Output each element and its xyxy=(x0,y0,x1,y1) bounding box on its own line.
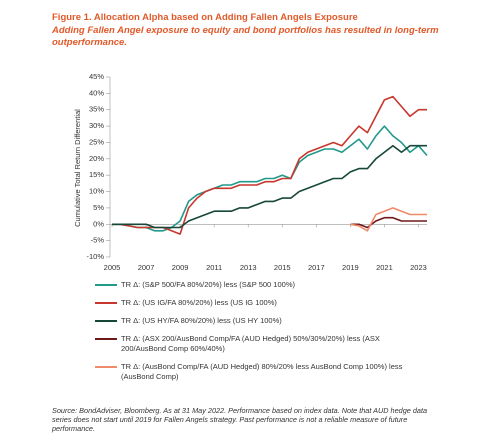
y-tick-label: 30% xyxy=(89,121,104,130)
legend-label: TR Δ: (ASX 200/AusBond Comp/FA (AUD Hedg… xyxy=(121,334,380,353)
legend-swatch xyxy=(95,366,117,368)
legend-label: TR Δ: (AusBond Comp/FA (AUD Hedged) 80%/… xyxy=(121,362,403,381)
series-line xyxy=(112,125,428,232)
y-tick-label: 25% xyxy=(89,137,104,146)
series-line xyxy=(350,216,427,229)
legend-entry: TR Δ: (US HY/FA 80%/20%) less (US HY 100… xyxy=(95,316,425,326)
legend-swatch xyxy=(95,338,117,340)
x-tick-label: 2011 xyxy=(206,263,222,272)
y-tick-label: 0% xyxy=(93,219,104,228)
y-tick-label: -10% xyxy=(86,252,104,261)
series-line xyxy=(350,207,427,232)
legend-entry: TR Δ: (ASX 200/AusBond Comp/FA (AUD Hedg… xyxy=(95,334,425,354)
x-tick-label: 2013 xyxy=(240,263,257,272)
legend: TR Δ: (S&P 500/FA 80%/20%) less (S&P 500… xyxy=(95,280,425,390)
y-tick-label: 45% xyxy=(89,72,104,81)
legend-label: TR Δ: (US IG/FA 80%/20%) less (US IG 100… xyxy=(121,298,277,307)
source-note: Source: BondAdviser, Bloomberg. As at 31… xyxy=(52,406,428,433)
y-tick-label: -5% xyxy=(91,236,105,245)
y-tick-label: 10% xyxy=(89,187,104,196)
x-tick-label: 2007 xyxy=(138,263,155,272)
y-tick-label: 15% xyxy=(89,170,104,179)
y-tick-label: 35% xyxy=(89,105,104,114)
y-tick-label: 5% xyxy=(93,203,104,212)
legend-label: TR Δ: (US HY/FA 80%/20%) less (US HY 100… xyxy=(121,316,282,325)
x-tick-label: 2005 xyxy=(104,263,121,272)
x-tick-label: 2019 xyxy=(342,263,359,272)
y-tick-label: 20% xyxy=(89,154,104,163)
legend-swatch xyxy=(95,284,117,286)
x-tick-label: 2017 xyxy=(308,263,325,272)
legend-swatch xyxy=(95,302,117,304)
y-tick-label: 40% xyxy=(89,88,104,97)
y-axis-label: Cumulative Total Return Differential xyxy=(73,109,82,227)
x-tick-label: 2009 xyxy=(172,263,189,272)
series-line xyxy=(112,144,427,229)
legend-label: TR Δ: (S&P 500/FA 80%/20%) less (S&P 500… xyxy=(121,280,295,289)
legend-entry: TR Δ: (S&P 500/FA 80%/20%) less (S&P 500… xyxy=(95,280,425,290)
chart-title: Figure 1. Allocation Alpha based on Addi… xyxy=(52,12,358,23)
x-tick-label: 2021 xyxy=(376,263,393,272)
legend-entry: TR Δ: (AusBond Comp/FA (AUD Hedged) 80%/… xyxy=(95,362,425,382)
legend-entry: TR Δ: (US IG/FA 80%/20%) less (US IG 100… xyxy=(95,298,425,308)
chart-subtitle: Adding Fallen Angel exposure to equity a… xyxy=(52,25,439,48)
x-tick-label: 2023 xyxy=(410,263,427,272)
x-tick-label: 2015 xyxy=(274,263,291,272)
chart: Cumulative Total Return Differential -10… xyxy=(73,72,428,272)
legend-swatch xyxy=(95,320,117,322)
